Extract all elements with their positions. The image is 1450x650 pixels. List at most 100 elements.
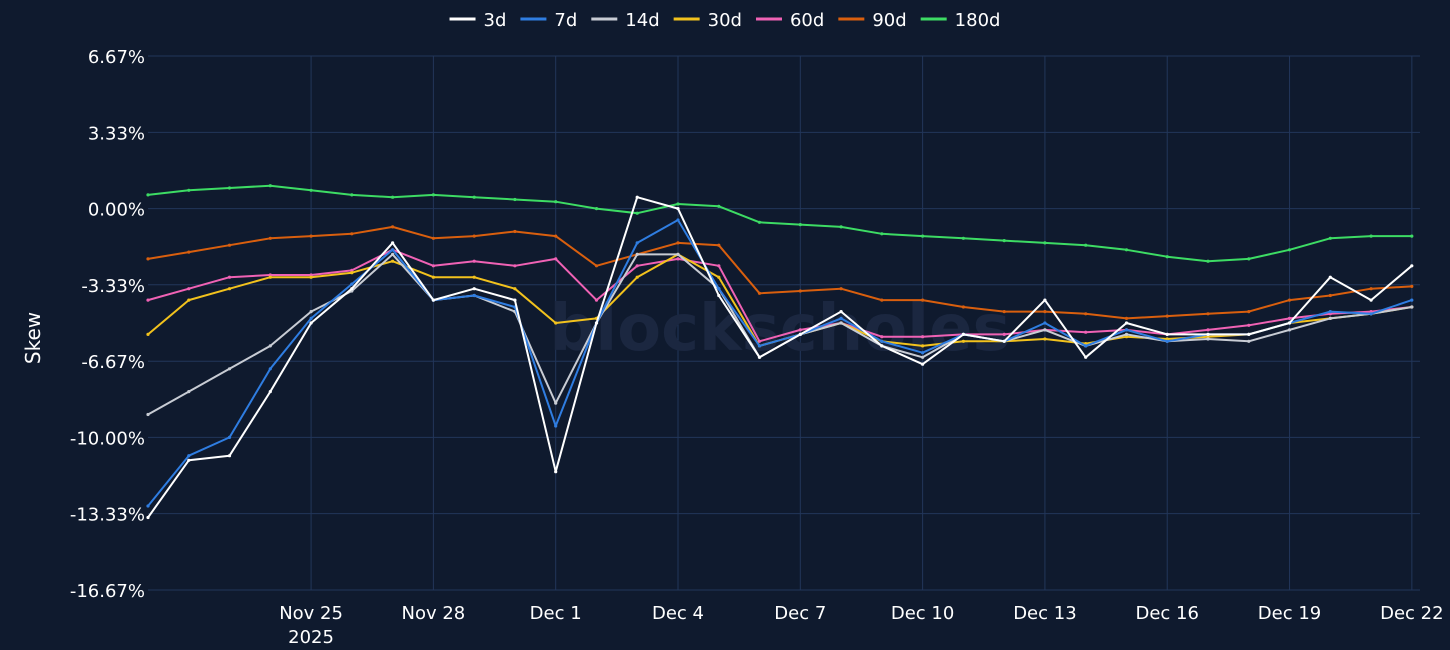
legend-item-90d[interactable]: 90d — [838, 10, 907, 31]
data-point-180d — [757, 220, 762, 224]
data-point-7d — [1369, 312, 1373, 316]
data-point-7d — [268, 367, 272, 371]
legend-item-60d[interactable]: 60d — [755, 10, 824, 31]
data-point-30d — [187, 298, 191, 302]
data-point-3d — [1002, 339, 1006, 343]
data-point-3d — [472, 287, 476, 291]
data-point-3d — [880, 344, 884, 348]
data-point-90d — [1206, 312, 1210, 316]
data-point-60d — [187, 287, 191, 291]
data-point-180d — [676, 202, 680, 206]
data-point-3d — [1410, 264, 1414, 268]
data-point-30d — [391, 259, 395, 263]
data-point-30d — [1206, 335, 1210, 339]
data-point-180d — [187, 188, 191, 192]
data-point-7d — [1328, 310, 1332, 314]
data-point-90d — [1328, 293, 1332, 298]
data-point-180d — [1287, 248, 1292, 252]
x-tick-sublabel: 2025 — [288, 627, 334, 648]
data-point-3d — [268, 390, 272, 394]
y-tick-label: 0.00% — [88, 200, 145, 221]
data-point-3d — [1084, 355, 1088, 359]
data-point-30d — [309, 275, 313, 279]
series-line-7d — [147, 219, 1413, 507]
y-tick-label: 6.67% — [88, 47, 145, 68]
data-point-180d — [1247, 257, 1251, 261]
data-point-90d — [350, 232, 354, 236]
data-point-14d — [554, 401, 558, 405]
data-point-3d — [839, 310, 843, 314]
legend-item-3d[interactable]: 3d — [449, 10, 507, 31]
x-tick-label: Dec 7 — [774, 603, 826, 624]
data-point-3d — [757, 355, 762, 359]
data-point-90d — [391, 225, 395, 229]
data-point-3d — [676, 207, 680, 211]
data-point-3d — [1247, 332, 1251, 336]
data-point-3d — [594, 321, 599, 325]
data-point-30d — [921, 344, 925, 348]
data-point-3d — [309, 321, 313, 325]
data-point-30d — [635, 275, 639, 279]
data-point-180d — [227, 186, 232, 190]
data-point-180d — [798, 223, 802, 227]
y-axis-ticks: 6.67% 3.33% 0.00% -3.33% -6.67% -10.00% -13.33… — [70, 47, 145, 602]
data-point-90d — [594, 264, 599, 268]
data-point-3d — [554, 470, 558, 474]
data-point-3d — [635, 195, 639, 199]
data-point-90d — [798, 289, 802, 293]
data-point-90d — [309, 234, 313, 238]
data-point-14d — [268, 344, 272, 348]
data-point-180d — [431, 193, 435, 197]
data-point-90d — [676, 241, 680, 245]
data-point-90d — [880, 298, 884, 302]
legend-label: 14d — [625, 10, 659, 31]
data-point-60d — [717, 264, 721, 268]
data-point-7d — [717, 287, 721, 291]
data-point-90d — [1124, 316, 1129, 320]
data-point-180d — [921, 234, 925, 238]
x-tick-label: Dec 13 — [1013, 603, 1076, 624]
data-point-7d — [227, 435, 232, 439]
data-point-90d — [921, 298, 925, 302]
data-point-7d — [839, 316, 843, 320]
series-lines — [146, 184, 1414, 520]
data-point-30d — [472, 275, 476, 279]
data-point-3d — [146, 515, 150, 520]
data-point-180d — [1165, 255, 1169, 259]
data-point-30d — [961, 339, 966, 343]
data-point-3d — [1124, 321, 1129, 325]
data-point-60d — [757, 339, 762, 343]
data-point-90d — [961, 305, 966, 309]
data-point-90d — [1369, 287, 1373, 291]
data-point-60d — [1369, 310, 1373, 314]
data-point-180d — [1043, 241, 1047, 245]
data-point-7d — [757, 344, 762, 348]
legend-item-14d[interactable]: 14d — [591, 10, 660, 31]
data-point-7d — [1043, 321, 1047, 325]
data-point-60d — [309, 273, 313, 277]
x-tick-label: Dec 4 — [652, 603, 704, 624]
data-point-60d — [635, 264, 639, 268]
data-point-7d — [187, 454, 191, 458]
data-point-60d — [1084, 330, 1088, 334]
data-point-180d — [146, 193, 150, 197]
data-point-180d — [1002, 239, 1006, 243]
data-point-7d — [554, 424, 558, 428]
data-point-3d — [1043, 298, 1047, 302]
data-point-60d — [1002, 332, 1006, 336]
data-point-60d — [594, 298, 599, 302]
data-point-7d — [146, 504, 150, 508]
data-point-60d — [268, 273, 272, 277]
data-point-90d — [1287, 298, 1292, 302]
data-point-3d — [350, 287, 354, 291]
data-point-3d — [391, 241, 395, 245]
data-point-180d — [1369, 234, 1373, 238]
legend-item-180d[interactable]: 180d — [920, 10, 1001, 31]
legend-item-30d[interactable]: 30d — [673, 10, 742, 31]
legend-item-7d[interactable]: 7d — [520, 10, 577, 31]
series-line-60d — [147, 248, 1412, 343]
data-point-3d — [431, 298, 435, 302]
data-point-30d — [1165, 337, 1169, 341]
